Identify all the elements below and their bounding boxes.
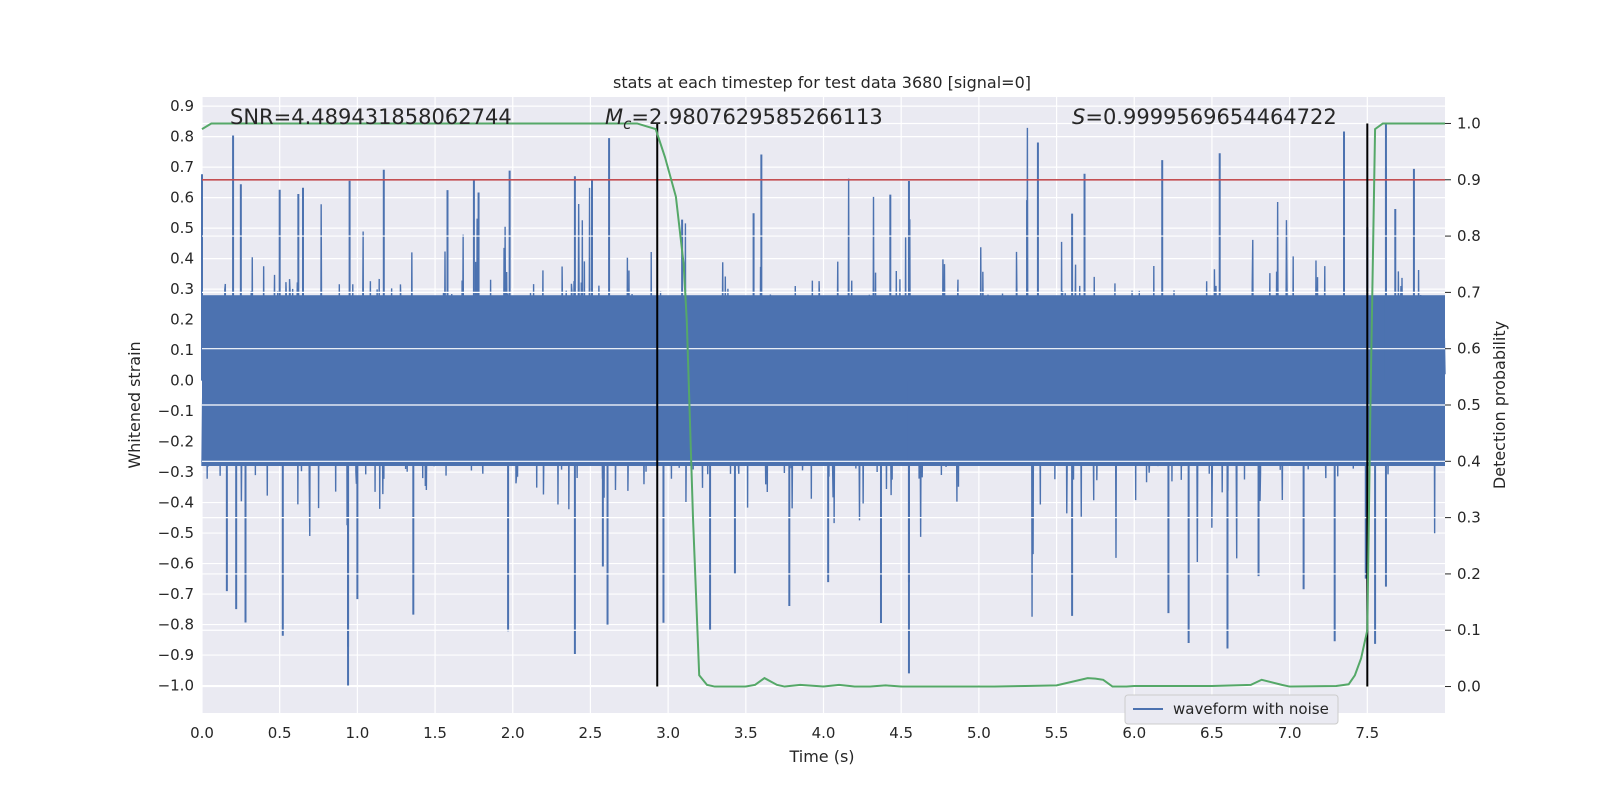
y2-tick-label: 0.0 — [1457, 678, 1481, 696]
probability-line — [201, 122, 1445, 688]
y-tick-label: −0.5 — [158, 524, 194, 542]
s-value: =0.9999569654464722 — [1085, 105, 1336, 129]
waveform-series — [201, 124, 1446, 686]
y-tick-label: 0.2 — [170, 311, 194, 329]
y2-axis-title: Detection probability — [1490, 321, 1509, 489]
secondary-axis-grid — [202, 122, 1445, 688]
x-axis-title: Time (s) — [788, 747, 854, 766]
x-tick-label: 6.0 — [1122, 724, 1146, 742]
y-tick-label: −0.2 — [158, 433, 194, 451]
x-tick-label: 1.0 — [345, 724, 369, 742]
y-tick-label: 0.0 — [170, 372, 194, 390]
mc-annotation: Mc=2.9807629585266113 — [605, 105, 883, 133]
y-tick-label: −1.0 — [158, 677, 194, 695]
y2-tick-label: 0.4 — [1457, 452, 1481, 470]
s-annotation: S=0.9999569654464722 — [1072, 105, 1337, 129]
y-tick-label: −0.4 — [158, 494, 194, 512]
x-tick-label: 4.0 — [812, 724, 836, 742]
x-tick-label: 3.5 — [734, 724, 758, 742]
x-tick-label: 3.0 — [656, 724, 680, 742]
y-tick-label: 0.3 — [170, 280, 194, 298]
x-tick-label: 1.5 — [423, 724, 447, 742]
x-tick-label: 4.5 — [889, 724, 913, 742]
x-tick-label: 5.0 — [967, 724, 991, 742]
x-tick-label: 2.0 — [501, 724, 525, 742]
y-tick-label: −0.7 — [158, 585, 194, 603]
x-tick-label: 5.5 — [1045, 724, 1069, 742]
y-tick-label: 0.5 — [170, 219, 194, 237]
y-tick-label: 0.9 — [170, 97, 194, 115]
y-tick-label: 0.1 — [170, 341, 194, 359]
y2-tick-label: 0.6 — [1457, 340, 1481, 358]
y2-tick-label: 0.7 — [1457, 283, 1481, 301]
probability-series — [201, 122, 1445, 688]
snr-annotation: SNR=4.489431858062744 — [230, 105, 512, 129]
x-tick-label: 7.0 — [1278, 724, 1302, 742]
y-tick-label: −0.9 — [158, 646, 194, 664]
y-tick-label: −0.6 — [158, 555, 194, 573]
mc-symbol: M — [605, 105, 623, 129]
legend-box — [1124, 694, 1339, 725]
waveform-core — [202, 295, 1445, 466]
y-axis-title: Whitened strain — [125, 341, 144, 468]
y-tick-label: −0.8 — [158, 616, 194, 634]
x-axis-ticks: 0.0 0.5 1.0 1.5 2.0 2.5 3.0 3.5 4.0 4.5 5.0 5.5 6.0 6… — [190, 724, 1379, 742]
y2-tick-label: 0.5 — [1457, 396, 1481, 414]
y2-tick-label: 1.0 — [1457, 114, 1481, 132]
x-tick-label: 2.5 — [579, 724, 603, 742]
legend-label: waveform with noise — [1173, 700, 1329, 718]
y2-tick-label: 0.9 — [1457, 171, 1481, 189]
y-tick-label: −0.3 — [158, 463, 194, 481]
y-tick-label: 0.7 — [170, 158, 194, 176]
y2-tick-label: 0.8 — [1457, 227, 1481, 245]
y2-tick-label: 0.3 — [1457, 509, 1481, 527]
y2-tick-label: 0.1 — [1457, 621, 1481, 639]
chart-title: stats at each timestep for test data 368… — [613, 73, 1031, 92]
mc-subscript: c — [623, 115, 632, 133]
y-axis-ticks: 0.9 0.8 0.7 0.6 0.5 0.4 0.3 0.2 0.1 0.0 −0.1 −0.2 −0… — [158, 97, 194, 694]
x-tick-label: 0.0 — [190, 724, 214, 742]
legend: waveform with noise — [1124, 694, 1339, 725]
y2-axis-ticks: 1.0 0.9 0.8 0.7 0.6 0.5 0.4 0.3 0.2 0.1 0.0 — [1445, 114, 1481, 696]
x-tick-label: 6.5 — [1200, 724, 1224, 742]
x-tick-label: 7.5 — [1355, 724, 1379, 742]
y-tick-label: 0.8 — [170, 128, 194, 146]
mc-value: =2.9807629585266113 — [631, 105, 882, 129]
y-tick-label: −0.1 — [158, 402, 194, 420]
y-tick-label: 0.4 — [170, 250, 194, 268]
y-tick-label: 0.6 — [170, 189, 194, 207]
x-tick-label: 0.5 — [268, 724, 292, 742]
y2-tick-label: 0.2 — [1457, 565, 1481, 583]
s-symbol: S — [1072, 105, 1085, 129]
